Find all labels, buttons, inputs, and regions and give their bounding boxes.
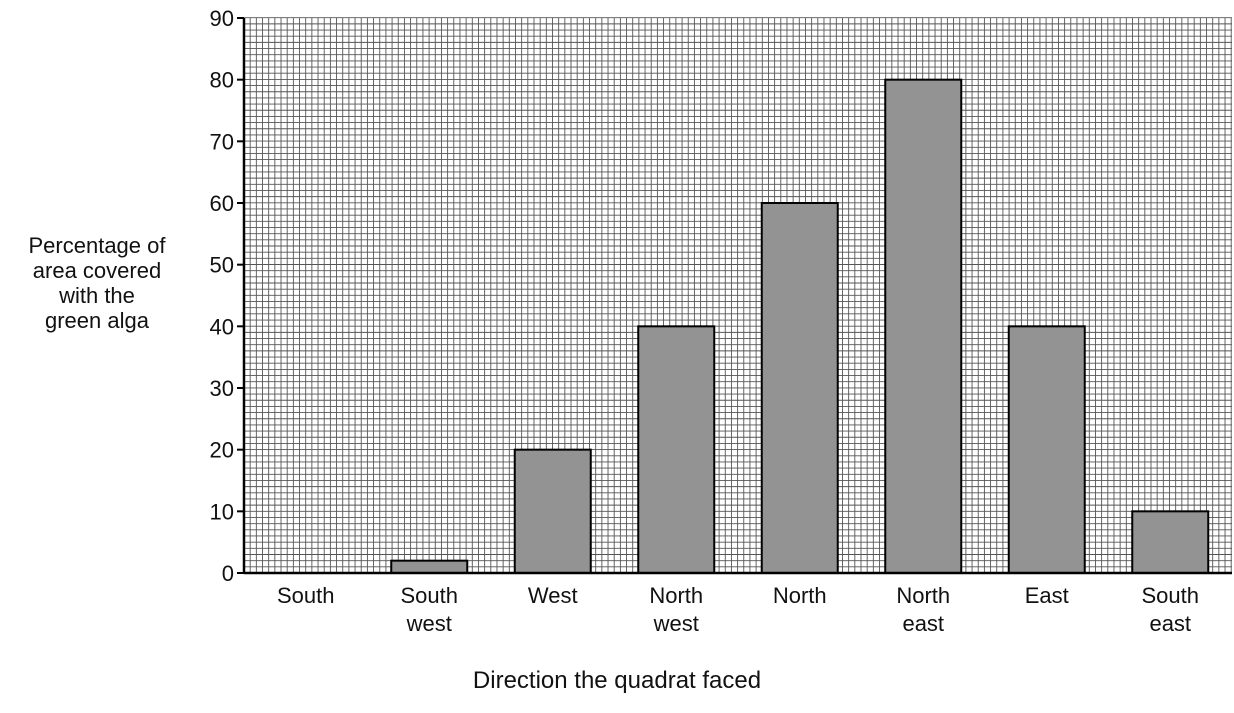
y-axis-label-line: Percentage of <box>28 233 166 258</box>
y-tick-label: 30 <box>210 376 234 401</box>
x-tick-label: North <box>773 583 827 608</box>
y-axis-label-line: green alga <box>45 308 149 333</box>
x-tick-label: East <box>1025 583 1069 608</box>
x-tick-label: South <box>401 583 459 608</box>
bar <box>884 78 963 575</box>
y-axis-label-line: area covered <box>32 258 162 283</box>
y-tick-label: 90 <box>210 6 234 31</box>
x-tick-label: west <box>653 611 699 636</box>
x-tick-label: South <box>1142 583 1200 608</box>
bar <box>390 559 469 575</box>
y-tick-label: 40 <box>210 314 234 339</box>
bar <box>637 325 716 575</box>
x-axis-label: Direction the quadrat faced <box>472 667 762 694</box>
x-tick-label: North <box>649 583 703 608</box>
x-tick-label: west <box>406 611 452 636</box>
bar <box>1007 325 1086 575</box>
y-tick-label: 70 <box>210 129 234 154</box>
x-tick-label: east <box>1149 611 1191 636</box>
y-tick-label: 50 <box>210 253 234 278</box>
x-tick-label: east <box>902 611 944 636</box>
bar <box>1131 510 1210 575</box>
bar <box>513 448 592 574</box>
y-tick-label: 0 <box>222 561 234 586</box>
y-tick-label: 20 <box>210 438 234 463</box>
x-tick-label: West <box>528 583 578 608</box>
y-axis-label-line: with the <box>59 283 135 308</box>
x-tick-label: North <box>896 583 950 608</box>
bar <box>760 202 839 574</box>
y-tick-label: 10 <box>210 499 234 524</box>
y-axis-label: Percentage of area covered with the gree… <box>4 233 190 333</box>
y-tick-label: 60 <box>210 191 234 216</box>
x-tick-label: South <box>277 583 335 608</box>
y-tick-label: 80 <box>210 68 234 93</box>
